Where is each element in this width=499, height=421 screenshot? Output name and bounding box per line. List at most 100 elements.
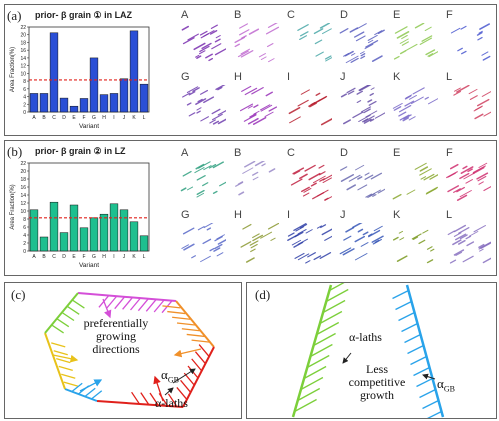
alpha-lath-mark bbox=[203, 96, 215, 104]
panel-a: (a) prior- β grain ① in LAZ 0 2 4 6 8 10 12 14 1… bbox=[4, 4, 497, 136]
alpha-lath-mark bbox=[459, 172, 470, 180]
lath-blue bbox=[84, 387, 96, 397]
alpha-lath-mark bbox=[195, 98, 207, 105]
alpha-lath-mark bbox=[241, 85, 252, 92]
variant-map-label: C bbox=[287, 9, 295, 21]
alpha-lath-mark bbox=[243, 114, 257, 122]
variant-map-label: F bbox=[446, 147, 453, 159]
alpha-lath-mark bbox=[316, 189, 329, 197]
y-tick-label: 0 bbox=[23, 110, 26, 116]
alpha-lath-mark bbox=[405, 43, 418, 52]
alpha-lath-mark bbox=[305, 229, 313, 234]
alpha-lath-mark bbox=[365, 110, 378, 118]
variant-map-label: B bbox=[234, 9, 242, 21]
alpha-lath-mark bbox=[318, 171, 326, 176]
alpha-lath-mark bbox=[396, 31, 410, 39]
lath-red bbox=[191, 358, 203, 372]
alpha-lath-mark bbox=[316, 225, 322, 229]
alpha-lath-mark bbox=[479, 248, 484, 252]
alpha-lath-mark bbox=[419, 166, 429, 172]
alpha-lath-mark bbox=[356, 90, 364, 95]
alpha-lath-mark bbox=[319, 23, 330, 29]
alpha-lath-mark bbox=[351, 53, 356, 56]
alpha-lath-mark bbox=[319, 178, 325, 182]
alpha-lath-mark bbox=[253, 104, 259, 108]
variant-map-L bbox=[447, 224, 491, 264]
variant-map-label: G bbox=[181, 209, 190, 221]
alpha-lath-mark bbox=[458, 239, 466, 245]
variant-map-label: D bbox=[340, 9, 348, 21]
gb-pointer-arrow-d bbox=[422, 373, 436, 380]
alpha-lath-mark bbox=[406, 189, 416, 195]
alpha-lath-mark bbox=[299, 31, 309, 37]
green-grain-boundary bbox=[291, 284, 333, 418]
alpha-lath-mark bbox=[234, 36, 246, 44]
alpha-lath-mark bbox=[293, 170, 301, 175]
lath-yellow bbox=[53, 350, 68, 356]
alpha-lath-mark bbox=[182, 227, 195, 235]
alpha-lath-mark bbox=[252, 233, 260, 239]
bar-I bbox=[109, 93, 119, 113]
y-tick-label: 22 bbox=[20, 161, 26, 167]
y-tick-label: 18 bbox=[20, 40, 26, 46]
lath-green bbox=[319, 310, 343, 325]
alpha-lath-mark bbox=[423, 173, 435, 181]
alpha-lath-mark bbox=[473, 225, 486, 233]
alpha-lath-mark bbox=[304, 164, 316, 172]
alpha-lath-mark bbox=[352, 111, 364, 119]
variant-map-label: L bbox=[446, 209, 453, 221]
panel-b-title: prior- β grain ② in LZ bbox=[35, 146, 126, 156]
lath-blue bbox=[413, 366, 430, 377]
lath-green bbox=[72, 299, 85, 309]
alpha-lath-mark bbox=[196, 107, 202, 111]
x-tick-label: L bbox=[143, 254, 146, 260]
alpha-lath-mark bbox=[295, 226, 305, 232]
gb-edge-top bbox=[77, 292, 177, 302]
alpha-lath-mark bbox=[356, 100, 362, 104]
alpha-lath-mark bbox=[359, 85, 372, 92]
alpha-lath-mark bbox=[478, 30, 483, 34]
alpha-lath-mark bbox=[446, 171, 458, 179]
alpha-lath-mark bbox=[270, 237, 276, 241]
alpha-lath-mark bbox=[252, 116, 267, 125]
alpha-lath-mark bbox=[194, 167, 205, 174]
alpha-lath-mark bbox=[181, 244, 189, 249]
alpha-lath-mark bbox=[320, 224, 327, 229]
bar-J bbox=[119, 209, 129, 252]
variant-map-I bbox=[288, 89, 332, 126]
alpha-lath-mark bbox=[476, 98, 490, 107]
alpha-lath-mark bbox=[188, 112, 196, 117]
alpha-lath-mark bbox=[242, 223, 252, 230]
alpha-lath-mark bbox=[481, 91, 491, 97]
alpha-lath-mark bbox=[394, 26, 408, 34]
alpha-lath-mark bbox=[361, 106, 372, 113]
alpha-lath-mark bbox=[203, 165, 212, 171]
bar-G bbox=[89, 57, 99, 113]
alpha-lath-mark bbox=[367, 34, 378, 41]
x-tick-label: J bbox=[123, 115, 126, 121]
alpha-lath-mark bbox=[268, 106, 278, 112]
alpha-lath-mark bbox=[363, 108, 371, 114]
alpha-lath-mark bbox=[238, 191, 245, 196]
alpha-lath-mark bbox=[321, 228, 332, 236]
y-tick-label: 12 bbox=[20, 64, 26, 70]
alpha-lath-mark bbox=[268, 58, 275, 63]
y-tick-label: 14 bbox=[20, 56, 26, 62]
variant-map-label: H bbox=[234, 209, 242, 221]
alpha-lath-mark bbox=[214, 243, 223, 250]
alpha-lath-mark bbox=[240, 50, 254, 58]
alpha-lath-mark bbox=[364, 172, 370, 176]
y-tick-label: 2 bbox=[23, 241, 26, 247]
y-tick-label: 20 bbox=[20, 169, 26, 175]
alpha-lath-mark bbox=[252, 234, 264, 242]
alpha-lath-mark bbox=[352, 223, 363, 229]
alpha-lath-mark bbox=[310, 182, 317, 187]
alpha-gb-label-d: αGB bbox=[437, 377, 455, 396]
alpha-lath-mark bbox=[237, 181, 244, 185]
lath-green bbox=[294, 398, 317, 413]
alpha-lath-mark bbox=[348, 174, 361, 182]
y-tick-label: 14 bbox=[20, 193, 26, 199]
alpha-lath-mark bbox=[426, 186, 438, 194]
alpha-lath-mark bbox=[453, 224, 467, 233]
